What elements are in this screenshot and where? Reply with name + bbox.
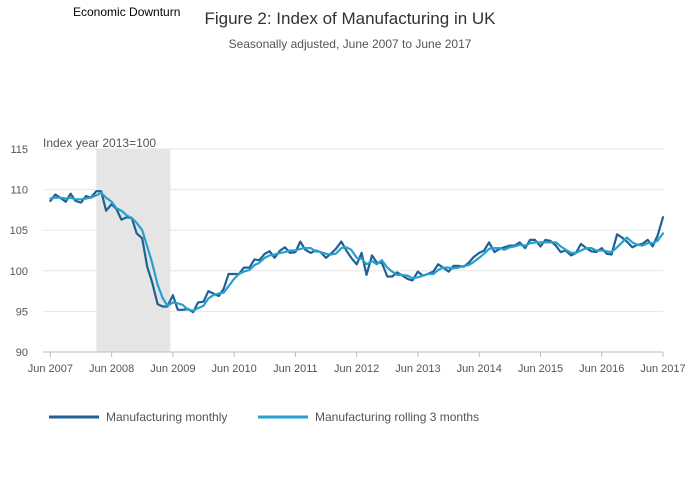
gridlines xyxy=(43,148,663,353)
x-tick-8: Jun 2015 xyxy=(518,363,563,375)
economic-downturn-shading xyxy=(96,149,171,352)
series-line-0 xyxy=(49,190,665,314)
y-tick-105: 105 xyxy=(10,225,28,237)
shaded-region-label: Economic Downturn xyxy=(73,5,180,19)
x-tick-1: Jun 2008 xyxy=(89,363,134,375)
series-lines xyxy=(49,190,665,314)
y-tick-90: 90 xyxy=(16,347,28,359)
y-tick-100: 100 xyxy=(10,266,28,278)
y-tick-115: 115 xyxy=(10,144,28,156)
x-tick-2: Jun 2009 xyxy=(150,363,195,375)
legend-label-monthly: Manufacturing monthly xyxy=(106,410,227,424)
x-tick-4: Jun 2011 xyxy=(273,363,317,375)
x-tick-3: Jun 2010 xyxy=(212,363,257,375)
series-line-1 xyxy=(49,191,665,312)
y-tick-95: 95 xyxy=(16,306,28,318)
chart-subtitle: Seasonally adjusted, June 2007 to June 2… xyxy=(229,37,472,51)
x-tick-10: Jun 2017 xyxy=(640,363,685,375)
x-tick-5: Jun 2012 xyxy=(334,363,379,375)
y-axis-label: Index year 2013=100 xyxy=(43,136,156,150)
x-tick-9: Jun 2016 xyxy=(579,363,624,375)
y-tick-110: 110 xyxy=(10,185,28,197)
x-tick-7: Jun 2014 xyxy=(457,363,502,375)
x-tick-6: Jun 2013 xyxy=(395,363,440,375)
chart-title: Figure 2: Index of Manufacturing in UK xyxy=(204,9,496,28)
legend: Manufacturing monthly Manufacturing roll… xyxy=(49,410,479,424)
legend-label-rolling: Manufacturing rolling 3 months xyxy=(315,410,479,424)
x-tick-labels: Jun 2007 Jun 2008 Jun 2009 Jun 2010 Jun 2011… xyxy=(28,352,686,375)
y-tick-labels: 90 95 100 105 110 115 xyxy=(10,144,28,359)
x-tick-0: Jun 2007 xyxy=(28,363,73,375)
